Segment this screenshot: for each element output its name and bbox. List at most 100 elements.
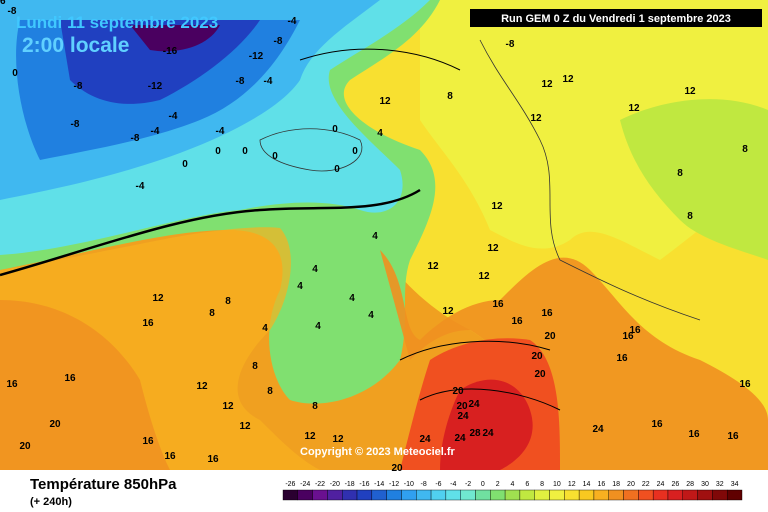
contour-label: -4 xyxy=(264,76,273,87)
contour-label: -8 xyxy=(506,39,515,50)
contour-label: 24 xyxy=(592,424,604,435)
contour-label: -8 xyxy=(8,6,17,17)
colorbar-tick-label: -24 xyxy=(300,481,310,488)
colorbar-swatch xyxy=(578,489,595,501)
contour-label: 4 xyxy=(372,231,378,242)
contour-label: 0 xyxy=(334,164,340,175)
colorbar-swatch xyxy=(726,489,743,501)
contour-label: 16 xyxy=(651,419,663,430)
colorbar-swatch xyxy=(697,489,713,501)
contour-label: -8 xyxy=(274,36,283,47)
colorbar-swatch xyxy=(534,489,550,501)
colorbar-tick-label: -22 xyxy=(315,481,325,488)
contour-label: -4 xyxy=(136,181,145,192)
colorbar-tick-label: 0 xyxy=(481,481,485,488)
contour-label: 4 xyxy=(368,310,374,321)
colorbar-tick-label: -14 xyxy=(374,481,384,488)
contour-label: -8 xyxy=(74,81,83,92)
contour-label: 12 xyxy=(562,74,574,85)
colorbar-tick-label: 4 xyxy=(511,481,515,488)
colorbar-tick-label: -18 xyxy=(345,481,355,488)
colorbar-tick-label: -8 xyxy=(421,481,427,488)
contour-label: 20 xyxy=(391,463,403,474)
colorbar-tick-label: -20 xyxy=(330,481,340,488)
contour-label: 20 xyxy=(456,401,468,412)
colorbar-swatch xyxy=(712,489,728,501)
contour-label: 0 xyxy=(352,146,358,157)
contour-label: 20 xyxy=(544,331,556,342)
contour-label: 4 xyxy=(377,128,383,139)
contour-label: 16 xyxy=(688,429,700,440)
contour-label: 20 xyxy=(531,351,543,362)
contour-label: 16 xyxy=(64,373,76,384)
contour-label: 16 xyxy=(0,0,6,7)
contour-label: 8 xyxy=(687,211,693,222)
contour-label: 4 xyxy=(315,321,321,332)
contour-label: 12 xyxy=(332,434,344,445)
colorbar-tick-label: 28 xyxy=(686,481,694,488)
colorbar-tick-label: 32 xyxy=(716,481,724,488)
contour-label: 8 xyxy=(447,91,453,102)
colorbar-tick-label: 6 xyxy=(525,481,529,488)
contour-label: 4 xyxy=(297,281,303,292)
contour-label: 8 xyxy=(312,401,318,412)
colorbar-tick-label: 34 xyxy=(731,481,739,488)
time-text: 2:00 locale xyxy=(22,34,129,57)
colorbar-tick-label: -6 xyxy=(435,481,441,488)
contour-label: 16 xyxy=(541,308,553,319)
colorbar-tick-label: -10 xyxy=(404,481,414,488)
contour-label: -4 xyxy=(288,16,297,27)
colorbar-swatch xyxy=(356,489,373,501)
contour-label: -8 xyxy=(131,133,140,144)
contour-label: 8 xyxy=(225,296,231,307)
colorbar-swatch xyxy=(623,489,639,501)
contour-label: 12 xyxy=(628,103,640,114)
run-banner xyxy=(470,9,762,27)
colorbar-swatch xyxy=(416,489,432,501)
contour-label: 28 xyxy=(469,428,481,439)
contour-label: 16 xyxy=(622,331,634,342)
contour-label: -4 xyxy=(169,111,178,122)
colorbar-swatch xyxy=(519,489,535,501)
contour-label: 16 xyxy=(142,318,154,329)
contour-label: 0 xyxy=(272,151,278,162)
copyright: Copyright © 2023 Meteociel.fr xyxy=(300,446,456,458)
colorbar-tick-label: 2 xyxy=(496,481,500,488)
colorbar-swatch xyxy=(445,489,461,501)
colorbar-swatch xyxy=(327,489,343,501)
colorbar-swatch xyxy=(564,489,580,501)
contour-label: 16 xyxy=(142,436,154,447)
contour-label: -8 xyxy=(236,76,245,87)
colorbar-tick-label: 18 xyxy=(612,481,620,488)
colorbar-swatch xyxy=(371,489,387,501)
date-text: Lundi 11 septembre 2023 xyxy=(16,13,218,32)
colorbar-tick-label: -26 xyxy=(285,481,295,488)
colorbar-swatch xyxy=(504,489,521,501)
contour-label: 8 xyxy=(252,361,258,372)
colorbar-swatch xyxy=(608,489,624,501)
contour-label: 24 xyxy=(454,433,466,444)
colorbar-tick-label: -12 xyxy=(389,481,399,488)
contour-label: -12 xyxy=(148,81,163,92)
colorbar-swatch xyxy=(638,489,654,501)
contour-label: 0 xyxy=(215,146,221,157)
contour-label: 0 xyxy=(12,68,18,79)
colorbar-swatch xyxy=(401,489,417,501)
colorbar-swatch xyxy=(430,489,447,501)
colorbar-tick-label: 8 xyxy=(540,481,544,488)
colorbar-swatch xyxy=(682,489,698,501)
contour-label: 12 xyxy=(491,201,503,212)
contour-label: 8 xyxy=(677,168,683,179)
contour-label: 0 xyxy=(182,159,188,170)
contour-label: 24 xyxy=(457,411,469,422)
contour-label: 12 xyxy=(379,96,391,107)
contour-label: 4 xyxy=(262,323,268,334)
contour-label: 20 xyxy=(534,369,546,380)
colorbar-tick-label: -16 xyxy=(359,481,369,488)
colorbar-swatch xyxy=(312,489,328,501)
colorbar: -26 -24 -22 -20 -18 -16 -14 -12 -10 -8 -6 -4 -2 0 2 4 6 8… xyxy=(282,481,743,501)
colorbar-swatch xyxy=(460,489,476,501)
contour-label: 16 xyxy=(727,431,739,442)
colorbar-tick-label: 26 xyxy=(671,481,679,488)
